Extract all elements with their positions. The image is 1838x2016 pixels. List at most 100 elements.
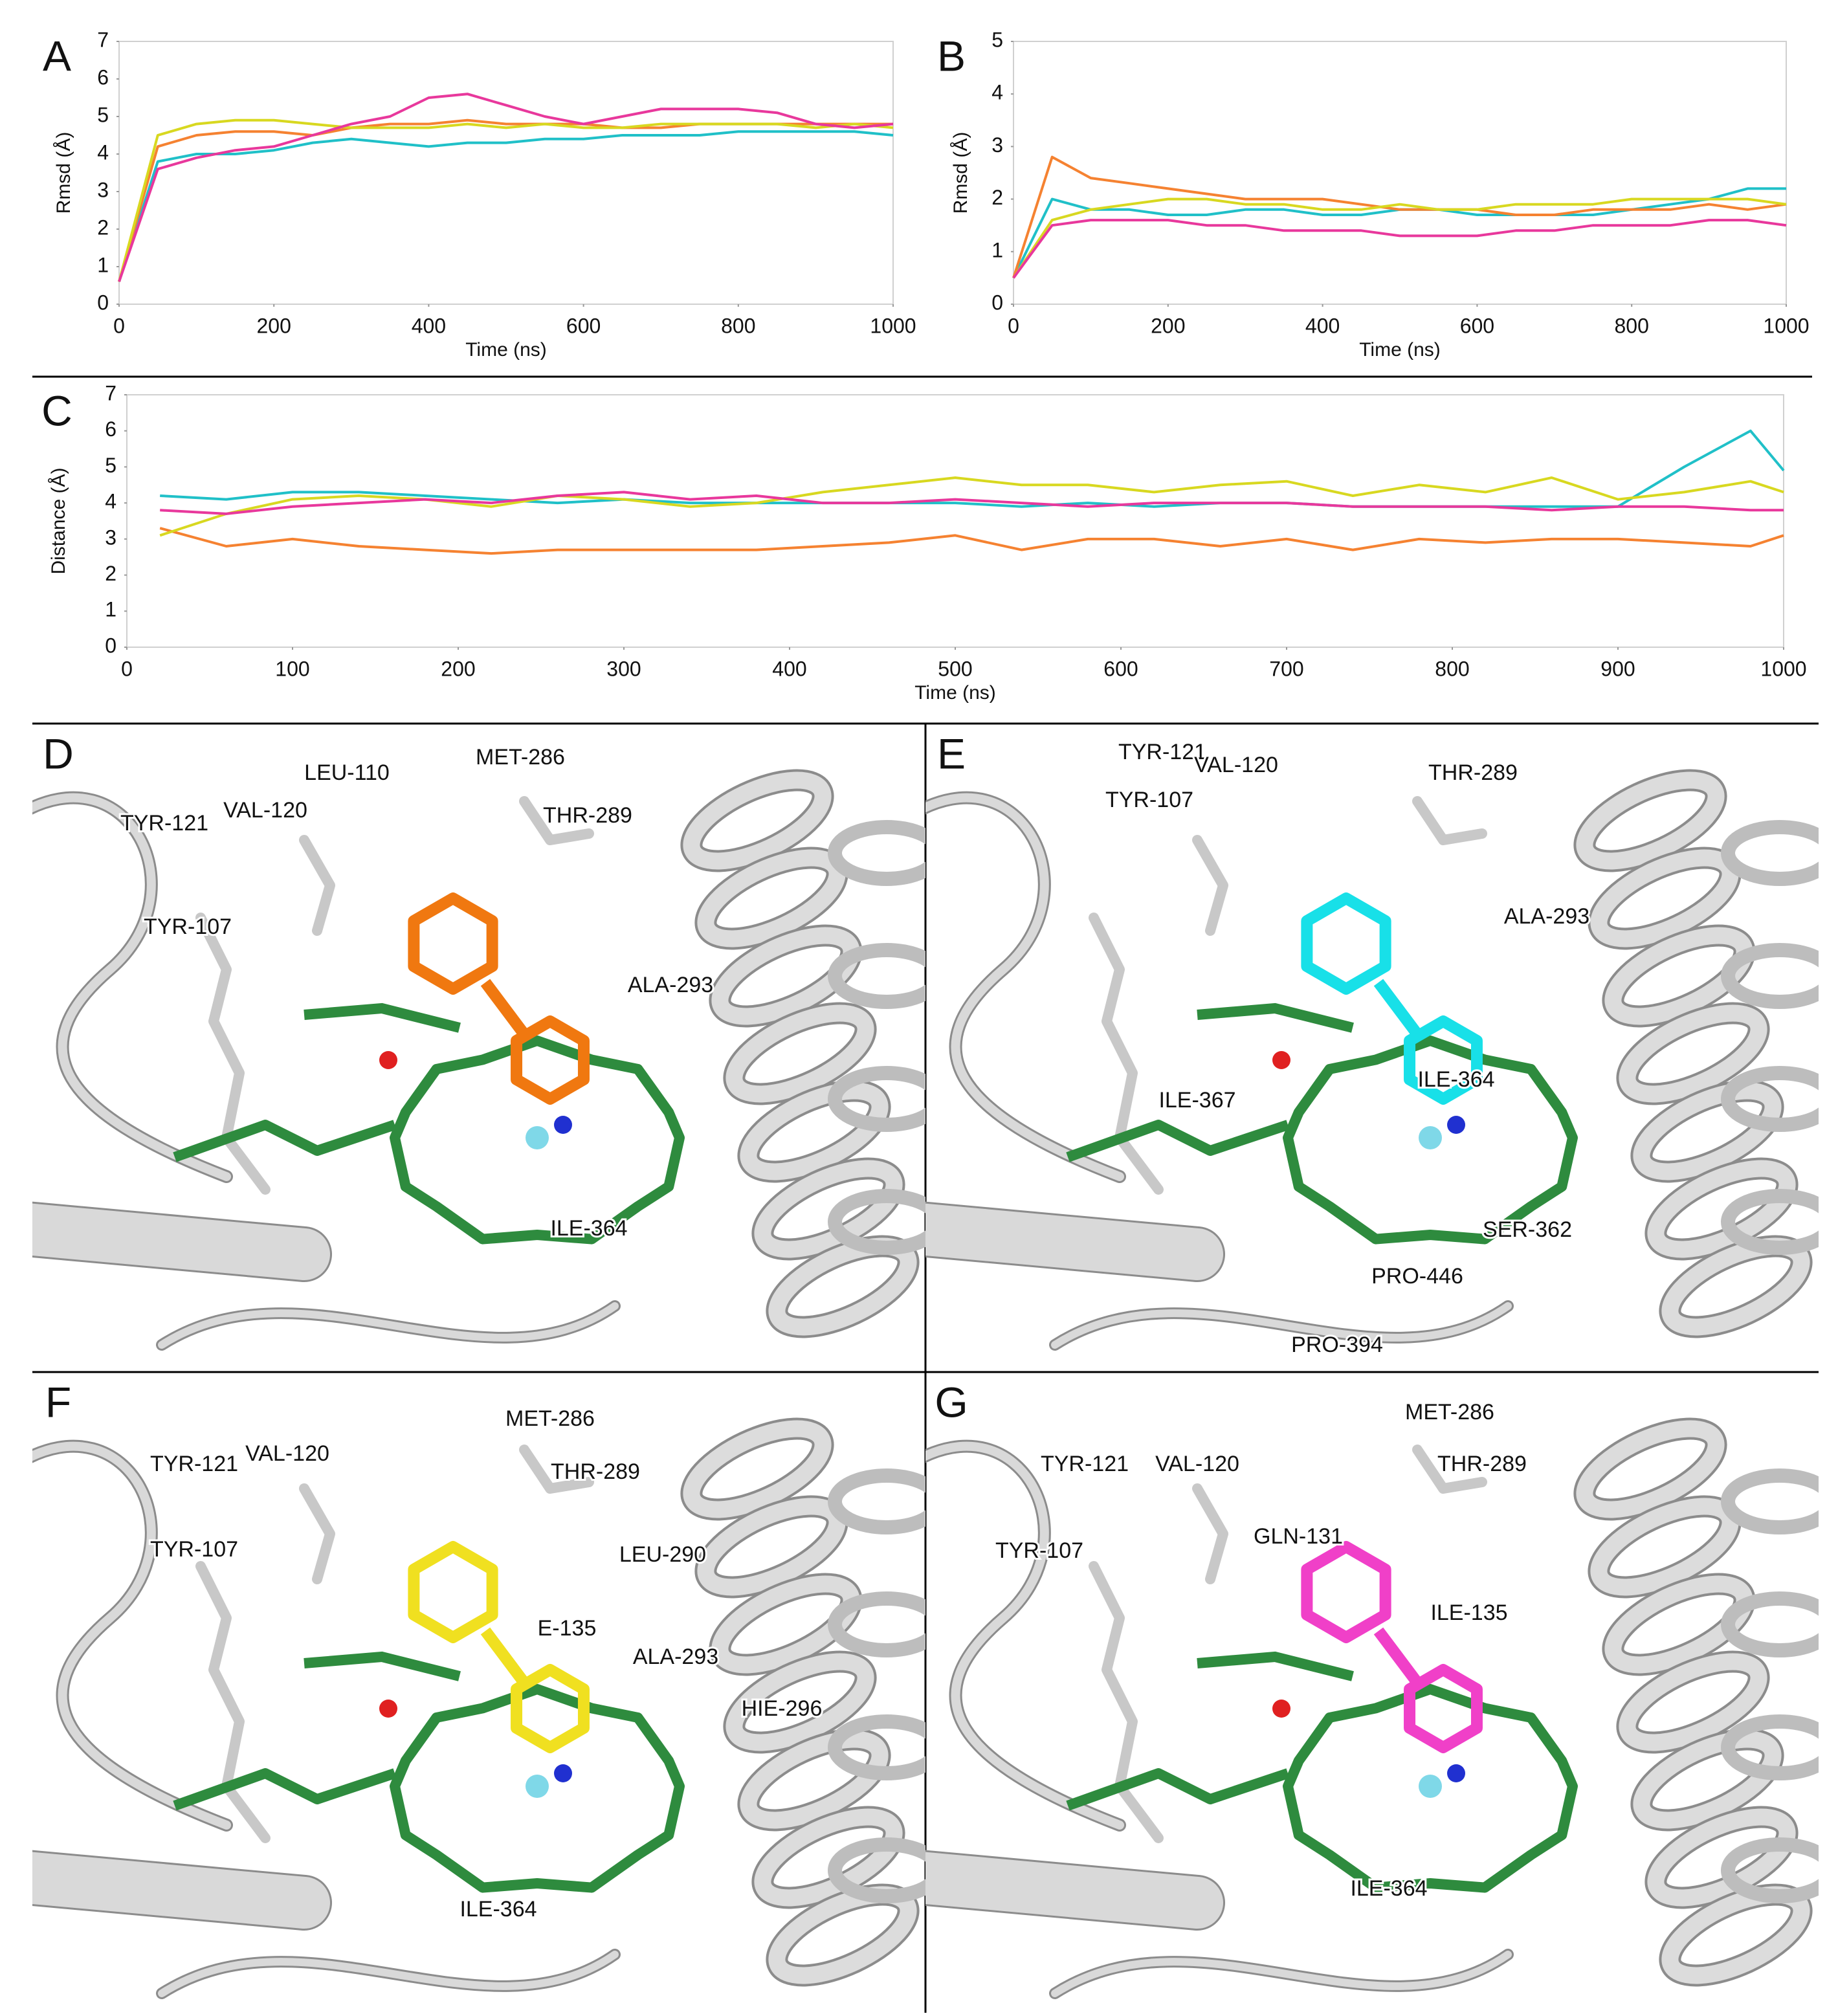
- stick: [195, 913, 271, 1195]
- residue-label: THR-289: [1428, 760, 1518, 785]
- x-tick-label: 200: [441, 657, 475, 680]
- residue-label: TYR-121: [150, 1452, 238, 1476]
- residue-label: VAL-120: [223, 798, 307, 823]
- helix-turn: [1661, 1237, 1810, 1336]
- x-tick-label: 1000: [1763, 314, 1809, 337]
- ligand-bond: [1373, 1627, 1423, 1687]
- ribbon: [1051, 1951, 1512, 1997]
- x-tick-label: 0: [113, 314, 125, 337]
- residue-label: ILE-135: [1430, 1601, 1507, 1625]
- heme: [1283, 1684, 1578, 1893]
- iron: [1419, 1126, 1442, 1149]
- nitrogen: [1447, 1764, 1465, 1782]
- helix-turn: [1721, 1714, 1819, 1780]
- y-tick-label: 7: [105, 381, 116, 404]
- series-line: [159, 527, 1784, 555]
- helix-turn: [1721, 820, 1819, 886]
- panel-letter: A: [43, 32, 71, 80]
- y-tick-label: 5: [97, 103, 109, 126]
- helix-turn: [828, 820, 925, 886]
- nitrogen: [1447, 1116, 1465, 1134]
- heme-propionate: [173, 1768, 397, 1811]
- ligand-ring: [511, 1015, 590, 1105]
- ribbon: [1051, 1302, 1512, 1349]
- residue-label: HIE-296: [742, 1696, 823, 1721]
- x-tick-label: 200: [1151, 314, 1185, 337]
- nitrogen: [554, 1764, 572, 1782]
- helix-turn: [1576, 1420, 1725, 1518]
- residue-label: LEU-290: [619, 1542, 706, 1567]
- x-tick-label: 600: [1103, 657, 1138, 680]
- residue-label: TYR-107: [150, 1537, 238, 1562]
- residue-label: PRO-446: [1371, 1264, 1463, 1289]
- ribbon: [32, 1852, 330, 1929]
- y-tick-label: 0: [105, 634, 116, 657]
- y-tick-label: 7: [97, 28, 109, 51]
- y-axis-label: Rmsd (Å): [950, 132, 971, 214]
- x-axis-label: Time (ns): [1359, 339, 1441, 360]
- helix-turn: [1604, 927, 1753, 1025]
- residue-label: TYR-121: [120, 811, 208, 836]
- ligand-ring: [408, 892, 498, 995]
- residue-label: TYR-121: [1041, 1452, 1129, 1476]
- heme: [390, 1036, 685, 1245]
- y-tick-label: 3: [991, 133, 1003, 157]
- y-tick-label: 0: [991, 291, 1003, 314]
- stick: [519, 1445, 594, 1494]
- residue-label: ALA-293: [633, 1645, 718, 1669]
- y-tick-label: 2: [991, 186, 1003, 209]
- ligand-ring: [1301, 892, 1391, 995]
- stick: [299, 1483, 335, 1584]
- y-tick-label: 2: [97, 216, 109, 239]
- stick: [299, 835, 335, 936]
- plot-frame: [118, 41, 894, 305]
- heme-propionate: [1197, 1002, 1354, 1033]
- y-tick-label: 1: [105, 598, 116, 621]
- x-tick-label: 300: [606, 657, 641, 680]
- y-tick-label: 2: [105, 562, 116, 585]
- x-tick-label: 600: [566, 314, 601, 337]
- helix-turn: [1633, 1731, 1782, 1829]
- helix-turn: [740, 1082, 889, 1180]
- plot-frame: [1013, 41, 1787, 305]
- residue-label: ILE-364: [550, 1216, 627, 1241]
- y-tick-label: 5: [105, 454, 116, 477]
- ribbon: [158, 1302, 619, 1349]
- helix-turn: [1721, 1837, 1819, 1903]
- structure-view: [925, 769, 1819, 1351]
- series-line: [118, 93, 894, 282]
- helix-turn: [1633, 1082, 1782, 1180]
- residue-label: GLN-131: [1254, 1524, 1343, 1549]
- helix-turn: [1604, 1575, 1753, 1674]
- x-tick-label: 0: [121, 657, 133, 680]
- helix-turn: [1721, 1189, 1819, 1255]
- residue-label: ILE-364: [1350, 1876, 1427, 1901]
- panel-letter: D: [43, 729, 74, 777]
- helix-turn: [1661, 1886, 1810, 1984]
- ribbon: [925, 1441, 1124, 1830]
- x-tick-label: 800: [721, 314, 755, 337]
- x-tick-label: 800: [1435, 657, 1469, 680]
- heme-propionate: [173, 1120, 397, 1162]
- ribbon: [925, 1203, 1223, 1280]
- y-tick-label: 5: [991, 28, 1003, 51]
- stick: [1192, 1483, 1228, 1584]
- ligand-bond: [480, 979, 529, 1038]
- heme: [390, 1684, 685, 1893]
- helix-turn: [768, 1237, 917, 1336]
- x-tick-label: 200: [257, 314, 291, 337]
- stick: [195, 1561, 271, 1843]
- residue-label: THR-289: [1437, 1452, 1527, 1476]
- x-tick-label: 400: [1305, 314, 1340, 337]
- residue-label: MET-286: [476, 745, 565, 770]
- stick: [1412, 796, 1487, 845]
- helix-turn: [828, 943, 925, 1009]
- helix-turn: [1619, 1653, 1767, 1751]
- ligand-ring: [1404, 1664, 1483, 1753]
- structure-view: [925, 1417, 1819, 1999]
- residue-label: ALA-293: [1504, 904, 1589, 929]
- helix-turn: [768, 1886, 917, 1984]
- x-tick-label: 1000: [870, 314, 916, 337]
- iron: [526, 1126, 549, 1149]
